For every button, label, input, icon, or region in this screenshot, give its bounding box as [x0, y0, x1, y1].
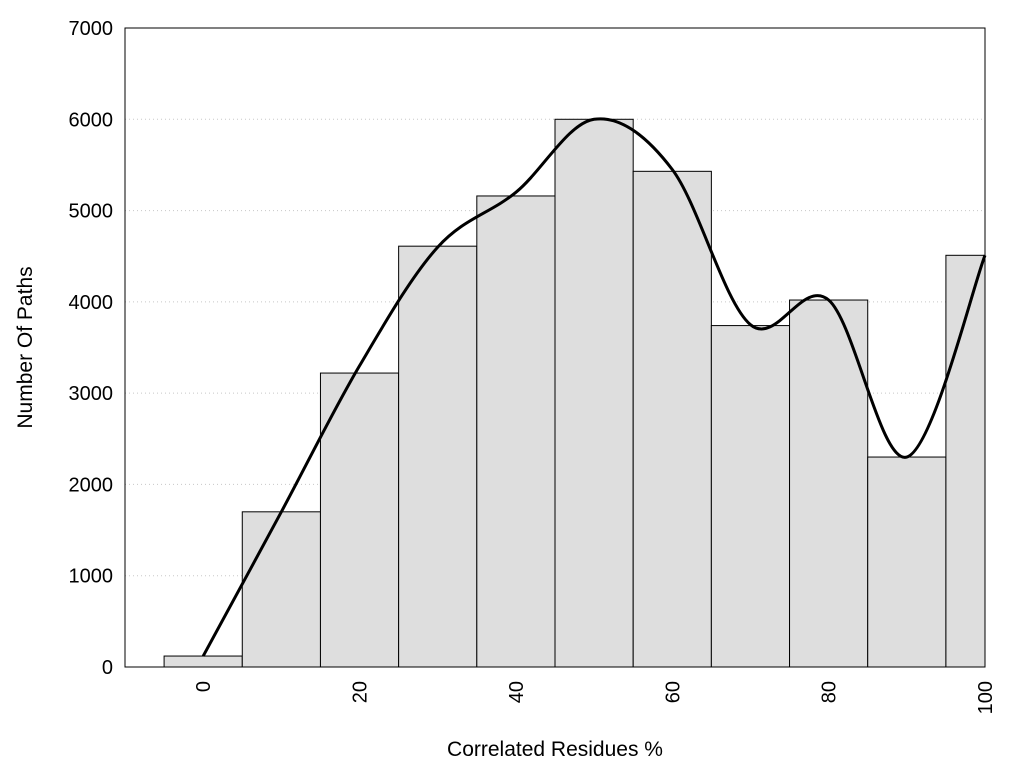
bar — [867, 456, 947, 668]
y-tick-label: 7000 — [69, 18, 114, 40]
x-tick-label: 20 — [350, 681, 372, 703]
y-tick-label: 6000 — [69, 109, 114, 131]
bar — [319, 372, 400, 668]
y-tick-label: 2000 — [69, 474, 114, 496]
smooth-curve — [201, 117, 987, 657]
curve-layer — [201, 117, 987, 657]
bar — [710, 325, 791, 668]
y-tick-label: 4000 — [69, 292, 114, 314]
x-axis-title: Correlated Residues % — [447, 738, 663, 761]
y-axis: 0 1000 2000 3000 4000 5000 6000 7000 — [69, 18, 114, 679]
x-axis: 0 20 40 60 80 100 — [193, 681, 997, 714]
bar — [632, 170, 712, 668]
bars — [163, 118, 986, 668]
bar — [476, 195, 556, 668]
bar — [163, 655, 243, 668]
bar — [554, 118, 634, 668]
y-tick-label: 1000 — [69, 566, 114, 588]
y-tick-label: 3000 — [69, 383, 114, 405]
x-tick-label: 80 — [819, 681, 841, 703]
y-tick-label: 0 — [102, 657, 113, 679]
bar — [398, 245, 478, 668]
x-tick-label: 40 — [506, 681, 528, 703]
plot-frame — [124, 27, 986, 668]
bar — [945, 254, 986, 668]
x-tick-label: 0 — [193, 681, 215, 692]
y-tick-label: 5000 — [69, 201, 114, 223]
x-tick-label: 60 — [662, 681, 684, 703]
y-axis-title: Number Of Paths — [14, 266, 37, 428]
x-tick-label: 100 — [975, 681, 997, 714]
bar — [241, 511, 321, 668]
